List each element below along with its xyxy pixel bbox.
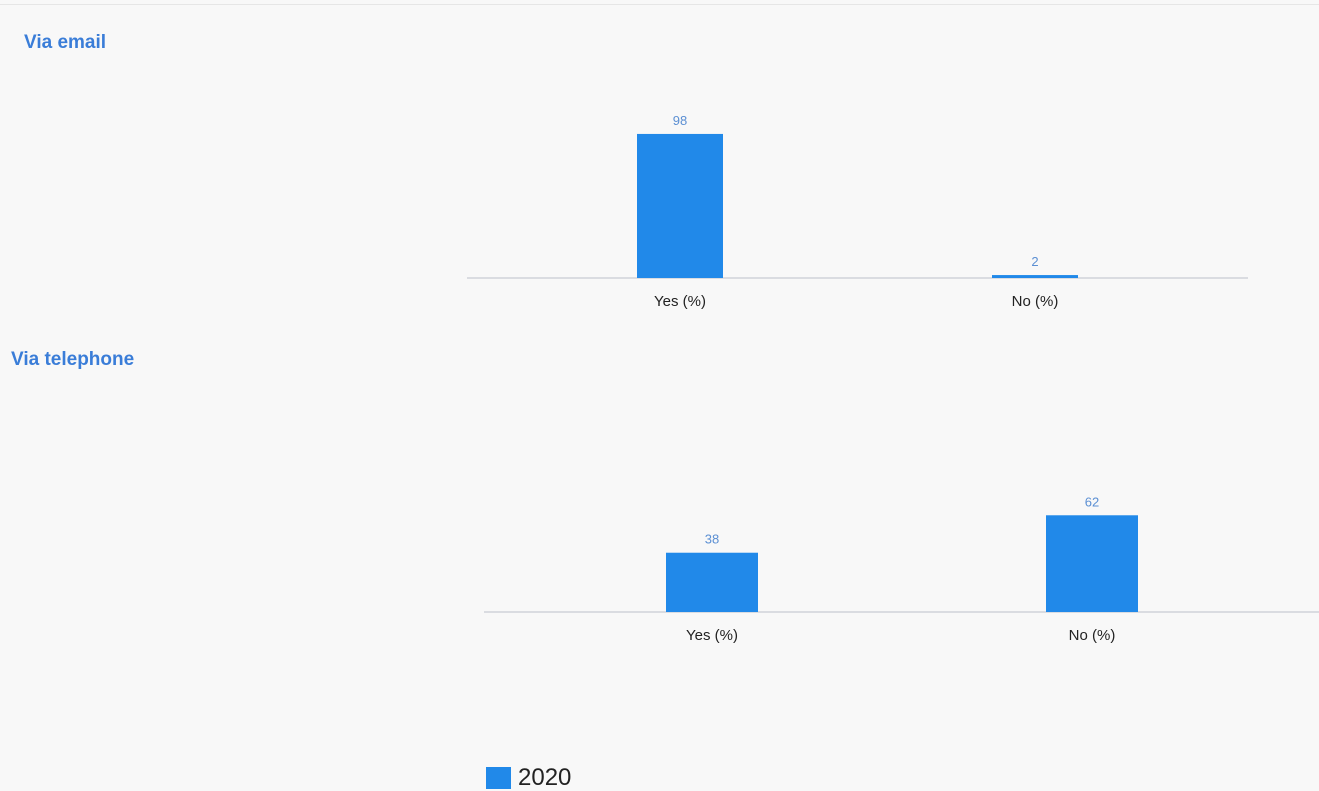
telephone-bar-chart: 38 Yes (%) 62 No (%) <box>484 494 1319 644</box>
legend-swatch-2020 <box>486 767 511 789</box>
email-bar-chart: 98 Yes (%) 2 No (%) <box>467 113 1248 310</box>
telephone-category-label: No (%) <box>1069 627 1116 644</box>
legend-label-2020: 2020 <box>518 764 572 791</box>
email-bar-yes <box>637 133 723 278</box>
telephone-bar-no <box>1046 515 1138 612</box>
email-category-label: Yes (%) <box>654 293 706 310</box>
telephone-bar-yes <box>666 552 758 612</box>
top-divider <box>0 4 1319 5</box>
telephone-value-label: 38 <box>705 532 719 547</box>
telephone-value-label: 62 <box>1085 494 1099 509</box>
chart-legend: 2020 <box>486 766 571 790</box>
chart-title-telephone: Via telephone <box>11 349 135 370</box>
telephone-category-label: Yes (%) <box>686 627 738 644</box>
email-category-label: No (%) <box>1012 293 1059 310</box>
email-value-label: 98 <box>673 113 687 128</box>
chart-title-email: Via email <box>24 32 107 53</box>
email-bar-no <box>992 275 1078 278</box>
email-value-label: 2 <box>1031 254 1038 269</box>
